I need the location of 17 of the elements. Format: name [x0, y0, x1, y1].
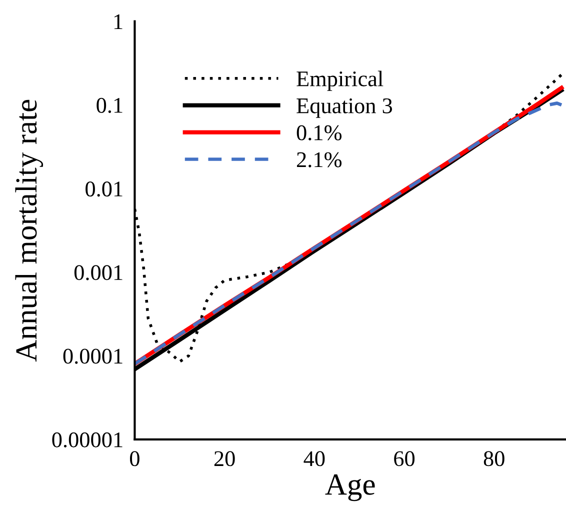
- y-tick-label: 0.001: [74, 265, 122, 280]
- y-tick-label: 0.00001: [52, 432, 122, 448]
- y-axis-title: Annual mortality rate: [15, 100, 44, 362]
- x-tick-label: 0: [130, 451, 140, 466]
- x-tick-label: 40: [304, 451, 325, 466]
- y-tick-label: 1: [114, 14, 122, 30]
- legend-label: Equation 3: [296, 98, 392, 118]
- y-tick-label: 0.0001: [63, 348, 122, 364]
- y-tick-label: 0.01: [86, 182, 122, 197]
- x-tick-label: 20: [214, 451, 235, 466]
- legend-label: Empirical: [296, 70, 384, 91]
- x-tick-label: 60: [394, 451, 415, 466]
- legend-label: 0.1%: [296, 125, 342, 140]
- x-tick-label: 80: [484, 451, 504, 466]
- x-axis-title: Age: [325, 474, 375, 502]
- legend-label: 2.1%: [296, 152, 342, 168]
- y-tick-label: 0.1: [96, 98, 122, 113]
